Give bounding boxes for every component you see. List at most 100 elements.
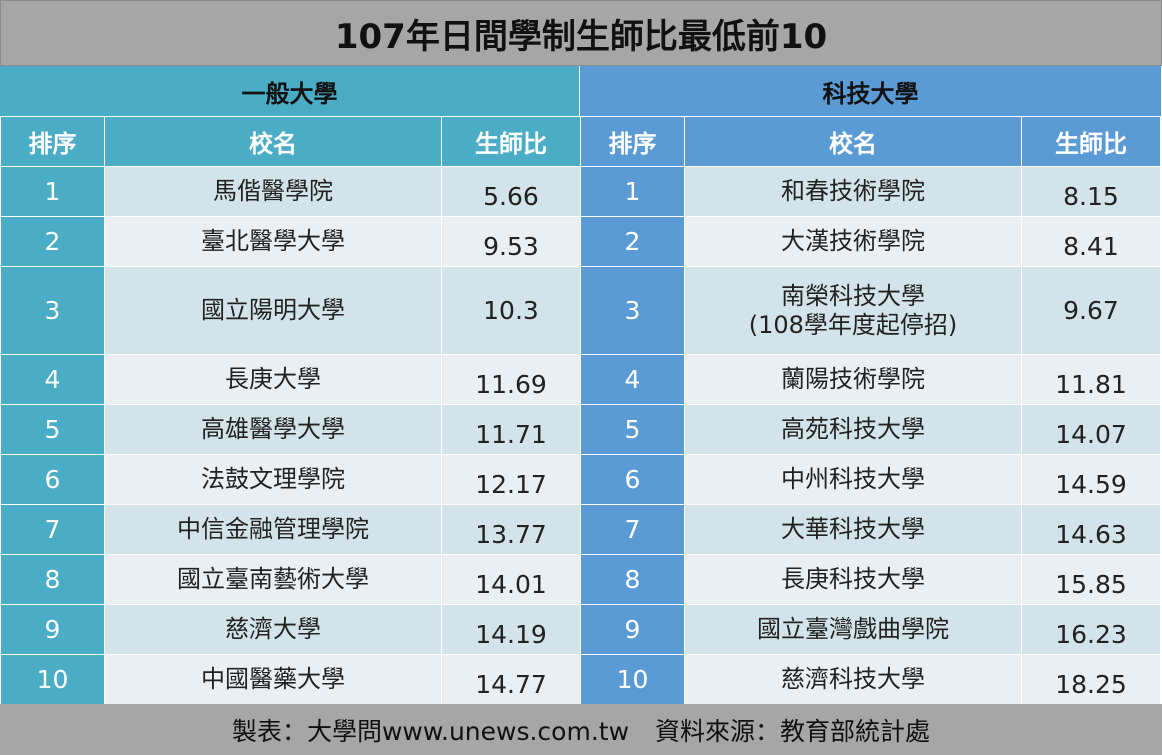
table-row: 8 國立臺南藝術大學 14.01 (0, 554, 581, 605)
page-title: 107年日間學制生師比最低前10 (0, 0, 1162, 66)
ratio-cell: 14.01 (441, 554, 581, 605)
ratio-cell: 12.17 (441, 454, 581, 505)
header-school-name: 校名 (104, 116, 442, 167)
ratio-cell: 14.07 (1021, 404, 1161, 455)
footer: 製表：大學問www.unews.com.tw 資料來源：教育部統計處 (0, 704, 1162, 755)
school-name: 慈濟大學 (225, 615, 321, 644)
ratio-cell: 8.15 (1021, 166, 1161, 217)
school-name-cell: 大華科技大學 (684, 504, 1022, 555)
school-name: 臺北醫學大學 (201, 227, 345, 256)
footer-maker: 製表：大學問www.unews.com.tw (231, 716, 630, 746)
ratio-cell: 9.67 (1021, 266, 1161, 355)
school-name-cell: 大漢技術學院 (684, 216, 1022, 267)
school-name-cell: 中州科技大學 (684, 454, 1022, 505)
rank-cell: 4 (580, 354, 685, 405)
rank-cell: 9 (0, 604, 105, 655)
table-row: 10 慈濟科技大學 18.25 (580, 654, 1161, 705)
ratio-cell: 18.25 (1021, 654, 1161, 705)
rank-cell: 6 (580, 454, 685, 505)
school-name-cell: 法鼓文理學院 (104, 454, 442, 505)
school-name: 高苑科技大學 (781, 415, 925, 444)
ratio-cell: 8.41 (1021, 216, 1161, 267)
school-name-cell: 蘭陽技術學院 (684, 354, 1022, 405)
ratio-cell: 9.53 (441, 216, 581, 267)
section-tech-universities: 科技大學 (580, 66, 1162, 116)
rank-cell: 2 (0, 216, 105, 267)
school-name: 法鼓文理學院 (201, 465, 345, 494)
school-name-cell: 高雄醫學大學 (104, 404, 442, 455)
tech-universities-table: 排序 校名 生師比 1 和春技術學院 8.15 2 大漢技術學院 8.41 3 南榮科技大學(… (580, 116, 1161, 705)
school-name-cell: 國立臺南藝術大學 (104, 554, 442, 605)
header-rank: 排序 (580, 116, 685, 167)
school-name-cell: 臺北醫學大學 (104, 216, 442, 267)
rank-cell: 1 (0, 166, 105, 217)
table-header-row: 排序 校名 生師比 (0, 116, 581, 167)
footer-source: 資料來源：教育部統計處 (655, 716, 931, 746)
ratio-cell: 15.85 (1021, 554, 1161, 605)
rank-cell: 10 (0, 654, 105, 705)
school-name-cell: 長庚大學 (104, 354, 442, 405)
header-student-teacher-ratio: 生師比 (441, 116, 581, 167)
table-row: 9 慈濟大學 14.19 (0, 604, 581, 655)
ratio-cell: 11.81 (1021, 354, 1161, 405)
school-name: 長庚科技大學 (781, 565, 925, 594)
rank-cell: 7 (580, 504, 685, 555)
ratio-cell: 14.77 (441, 654, 581, 705)
table-row: 1 馬偕醫學院 5.66 (0, 166, 581, 217)
table-row: 7 大華科技大學 14.63 (580, 504, 1161, 555)
school-name: 國立臺灣戲曲學院 (757, 615, 949, 644)
ratio-cell: 13.77 (441, 504, 581, 555)
table-row: 5 高雄醫學大學 11.71 (0, 404, 581, 455)
rank-cell: 7 (0, 504, 105, 555)
section-general-universities: 一般大學 (0, 66, 580, 116)
school-name: 中州科技大學 (781, 465, 925, 494)
school-name: 國立陽明大學 (201, 296, 345, 325)
school-name-cell: 中國醫藥大學 (104, 654, 442, 705)
rank-cell: 10 (580, 654, 685, 705)
ratio-cell: 10.3 (441, 266, 581, 355)
rank-cell: 3 (580, 266, 685, 355)
ratio-cell: 5.66 (441, 166, 581, 217)
rank-cell: 1 (580, 166, 685, 217)
school-name: 蘭陽技術學院 (781, 365, 925, 394)
table-row: 4 長庚大學 11.69 (0, 354, 581, 405)
ratio-cell: 14.19 (441, 604, 581, 655)
school-name: 南榮科技大學 (781, 281, 925, 310)
rank-cell: 4 (0, 354, 105, 405)
rank-cell: 5 (0, 404, 105, 455)
school-name-cell: 慈濟大學 (104, 604, 442, 655)
general-universities-table: 排序 校名 生師比 1 馬偕醫學院 5.66 2 臺北醫學大學 9.53 3 國立陽明大學 10… (0, 116, 581, 705)
school-name-cell: 長庚科技大學 (684, 554, 1022, 605)
rank-cell: 8 (0, 554, 105, 605)
ratio-cell: 11.71 (441, 404, 581, 455)
table-row: 3 南榮科技大學 (108學年度起停招) 9.67 (580, 266, 1161, 355)
ratio-cell: 14.63 (1021, 504, 1161, 555)
school-note: (108學年度起停招) (748, 310, 958, 339)
table-row: 1 和春技術學院 8.15 (580, 166, 1161, 217)
ratio-cell: 16.23 (1021, 604, 1161, 655)
school-name-cell: 高苑科技大學 (684, 404, 1022, 455)
school-name: 中國醫藥大學 (201, 665, 345, 694)
rank-cell: 9 (580, 604, 685, 655)
rank-cell: 3 (0, 266, 105, 355)
table-row: 9 國立臺灣戲曲學院 16.23 (580, 604, 1161, 655)
rank-cell: 5 (580, 404, 685, 455)
rank-cell: 8 (580, 554, 685, 605)
school-name: 國立臺南藝術大學 (177, 565, 369, 594)
table-row: 7 中信金融管理學院 13.77 (0, 504, 581, 555)
school-name: 大漢技術學院 (781, 227, 925, 256)
table-row: 5 高苑科技大學 14.07 (580, 404, 1161, 455)
school-name-cell: 國立陽明大學 (104, 266, 442, 355)
school-name-cell: 國立臺灣戲曲學院 (684, 604, 1022, 655)
table-row: 10 中國醫藥大學 14.77 (0, 654, 581, 705)
header-school-name: 校名 (684, 116, 1022, 167)
table-row: 8 長庚科技大學 15.85 (580, 554, 1161, 605)
school-name-cell: 南榮科技大學 (108學年度起停招) (684, 266, 1022, 355)
table-row: 4 蘭陽技術學院 11.81 (580, 354, 1161, 405)
school-name: 大華科技大學 (781, 515, 925, 544)
school-name: 高雄醫學大學 (201, 415, 345, 444)
school-name-cell: 中信金融管理學院 (104, 504, 442, 555)
header-student-teacher-ratio: 生師比 (1021, 116, 1161, 167)
table-row: 3 國立陽明大學 10.3 (0, 266, 581, 355)
table-row: 2 臺北醫學大學 9.53 (0, 216, 581, 267)
